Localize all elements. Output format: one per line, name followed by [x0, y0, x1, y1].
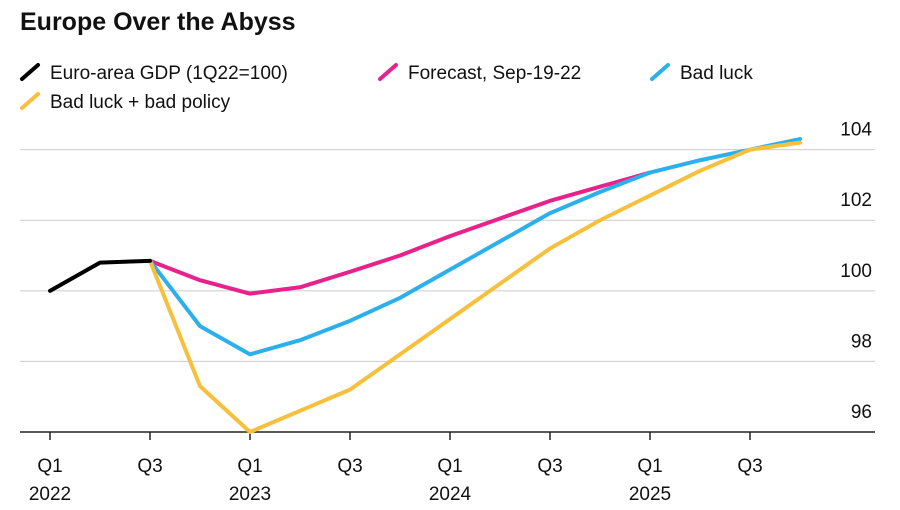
series-line	[148, 140, 802, 434]
x-tick-label: Q1	[37, 456, 62, 477]
y-tick-label: 96	[851, 402, 872, 423]
series-line	[48, 258, 152, 293]
y-tick-label: 98	[851, 331, 872, 352]
x-tick-label: Q3	[737, 456, 762, 477]
year-label: 2022	[29, 484, 71, 505]
series-line	[148, 137, 802, 357]
y-tick-label: 102	[840, 190, 872, 211]
x-tick-label: Q3	[337, 456, 362, 477]
x-tick-label: Q1	[637, 456, 662, 477]
legend-swatch	[650, 63, 670, 81]
legend-swatch	[378, 63, 398, 81]
legend-swatch	[20, 63, 40, 81]
x-tick-label: Q3	[537, 456, 562, 477]
legend-swatch	[20, 92, 40, 110]
legend-label: Forecast, Sep-19-22	[408, 63, 581, 84]
legend-label: Bad luck + bad policy	[50, 92, 231, 113]
series-line	[148, 170, 652, 296]
year-label: 2024	[429, 484, 472, 505]
legend-label: Bad luck	[680, 63, 753, 84]
chart-title: Europe Over the Abyss	[20, 8, 296, 36]
x-tick-label: Q1	[437, 456, 462, 477]
y-tick-label: 100	[840, 261, 872, 282]
legend-label: Euro-area GDP (1Q22=100)	[50, 63, 288, 84]
y-tick-label: 104	[840, 120, 872, 141]
x-tick-label: Q1	[237, 456, 262, 477]
x-tick-label: Q3	[137, 456, 162, 477]
year-label: 2025	[629, 484, 671, 505]
year-label: 2023	[229, 484, 271, 505]
